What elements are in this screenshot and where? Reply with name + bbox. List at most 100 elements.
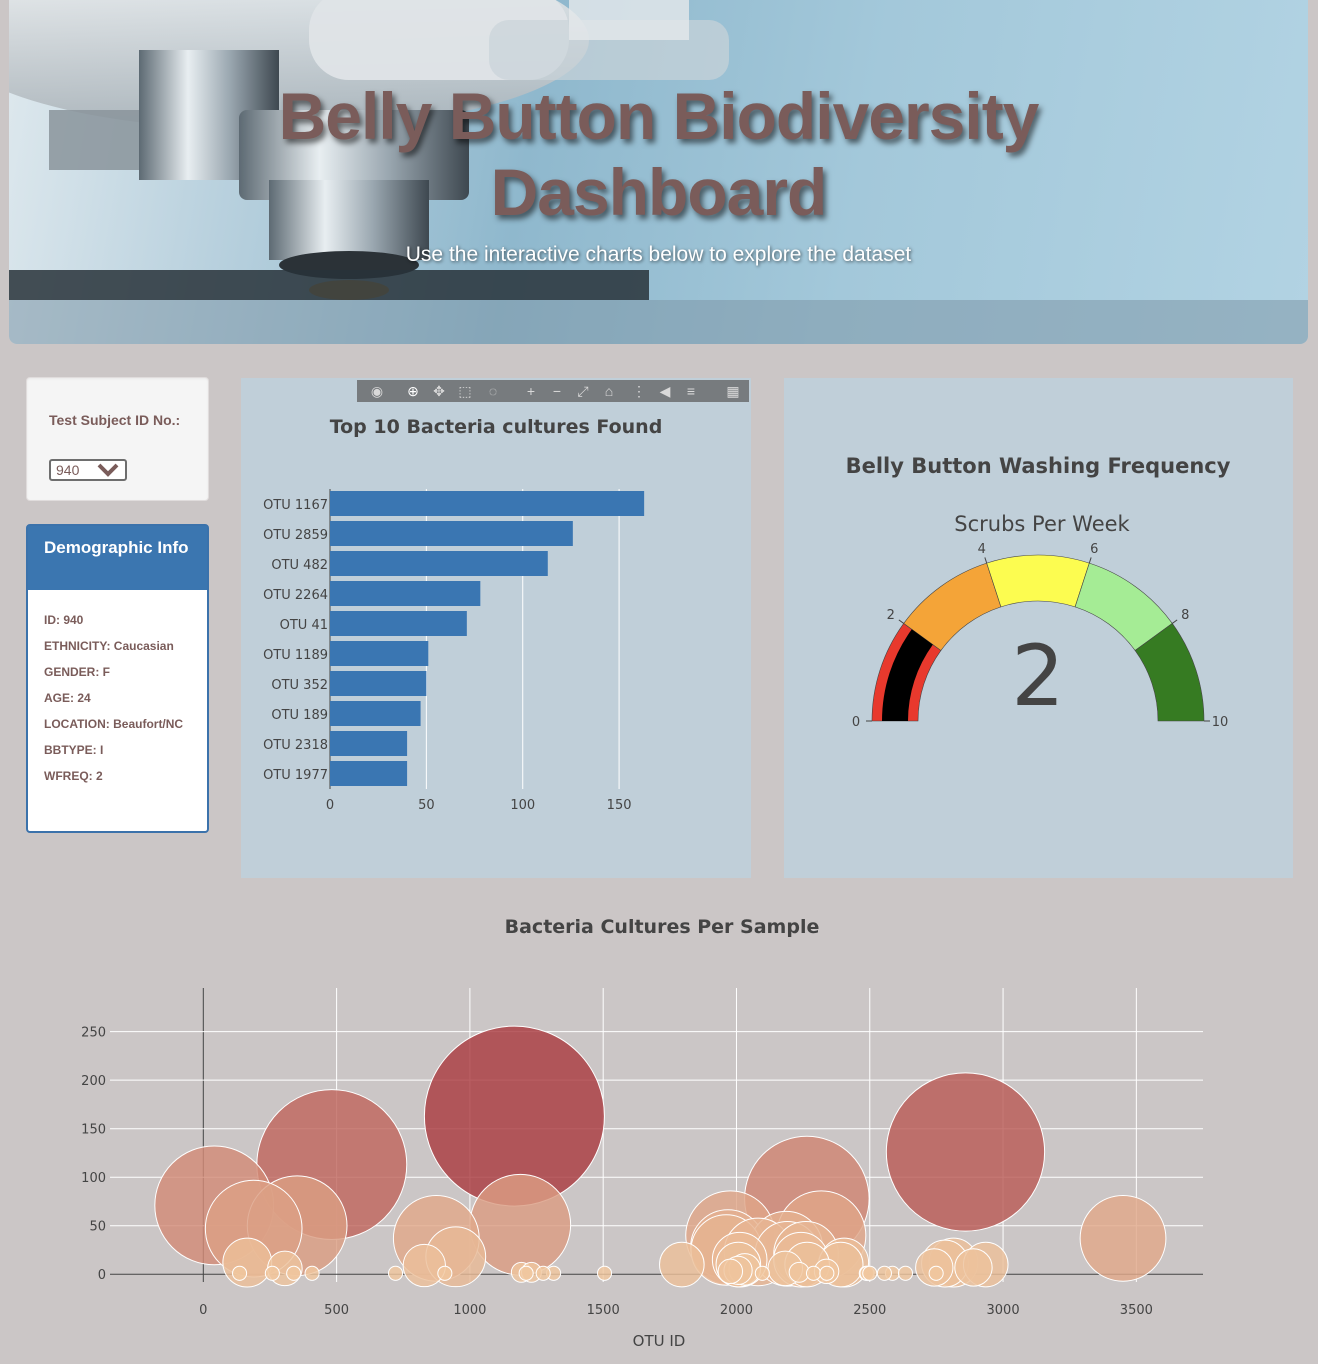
- bar-mark[interactable]: [330, 521, 573, 546]
- bubble-y-tick-label: 0: [98, 1268, 106, 1283]
- chevron-down-icon: [97, 463, 119, 477]
- demographic-item: GENDER: F: [44, 665, 110, 679]
- hover-compare-icon[interactable]: ≡: [686, 383, 696, 399]
- camera-icon[interactable]: ◉: [370, 383, 384, 399]
- bubble-chart-card: Bacteria Cultures Per Sample 0 500 1000 1500…: [0, 900, 1318, 1364]
- gauge-title: Belly Button Washing Frequency: [846, 454, 1231, 478]
- hero-banner: Belly Button Biodiversity Dashboard Use …: [9, 0, 1308, 344]
- bubble-x-tick-label: 500: [324, 1303, 349, 1318]
- bubble-y-tick-label: 150: [81, 1123, 106, 1138]
- bar-mark[interactable]: [330, 581, 481, 606]
- bar-category-label: OTU 1167: [263, 498, 328, 513]
- bar-category-label: OTU 352: [271, 678, 328, 693]
- gauge-chart[interactable]: Belly Button Washing Frequency Scrubs Per…: [784, 378, 1293, 878]
- bubble-point[interactable]: [232, 1265, 248, 1281]
- gauge-tick: [898, 619, 904, 624]
- demographic-item: AGE: 24: [44, 691, 91, 705]
- hover-closest-icon[interactable]: ◀: [659, 383, 671, 399]
- bubble-point[interactable]: [876, 1265, 892, 1281]
- bubble-point[interactable]: [535, 1265, 551, 1281]
- bar-category-label: OTU 2318: [263, 738, 328, 753]
- bar-category-label: OTU 41: [280, 618, 328, 633]
- gauge-subtitle: Scrubs Per Week: [954, 512, 1130, 536]
- bubble-point[interactable]: [754, 1265, 770, 1281]
- bubble-point[interactable]: [897, 1265, 914, 1281]
- gauge-tick-label: 8: [1181, 608, 1189, 623]
- bubble-point[interactable]: [596, 1265, 613, 1281]
- gauge-tick: [1172, 619, 1178, 624]
- gauge-tick: [1088, 557, 1092, 564]
- bubble-point[interactable]: [1079, 1194, 1167, 1282]
- spike-lines-icon[interactable]: ⋮: [632, 383, 646, 399]
- bar-chart[interactable]: Top 10 Bacteria cultures Found 0 50 100 150 O…: [241, 378, 751, 878]
- bar-category-label: OTU 2859: [263, 528, 328, 543]
- bubble-point[interactable]: [805, 1265, 822, 1281]
- demographic-info-panel: Demographic Info ID: 940 ETHNICITY: Cauca…: [26, 524, 209, 833]
- demographic-item: ID: 940: [44, 613, 84, 627]
- bar-category-label: OTU 1977: [263, 768, 328, 783]
- bar-mark[interactable]: [330, 731, 408, 756]
- bubble-y-tick-label: 100: [81, 1171, 106, 1186]
- bubble-x-tick-label: 3500: [1120, 1303, 1153, 1318]
- zoom-icon[interactable]: ⊕: [407, 383, 419, 399]
- bar-category-label: OTU 189: [271, 708, 328, 723]
- bubble-point[interactable]: [819, 1265, 835, 1281]
- bubble-point[interactable]: [286, 1265, 302, 1281]
- bubble-point[interactable]: [518, 1265, 534, 1281]
- bubble-point[interactable]: [885, 1072, 1046, 1232]
- reset-axes-icon[interactable]: ⌂: [604, 383, 614, 399]
- demographic-item: BBTYPE: I: [44, 743, 104, 757]
- plot-modebar: ◉ ⊕ ✥ ⬚ ◌ + − ⤢ ⌂ ⋮ ◀ ≡ ▦: [357, 380, 749, 402]
- bar-category-label: OTU 1189: [263, 648, 328, 663]
- page-title-line2: Dashboard: [490, 155, 828, 229]
- subject-select-panel: Test Subject ID No.: 940: [26, 377, 209, 501]
- bar-category-label: OTU 482: [271, 558, 328, 573]
- bubble-x-tick-label: 0: [199, 1303, 207, 1318]
- page-title: Belly Button Biodiversity Dashboard: [9, 78, 1308, 230]
- bubble-chart-title: Bacteria Cultures Per Sample: [505, 916, 820, 938]
- autoscale-icon[interactable]: ⤢: [577, 383, 589, 399]
- page-subtitle: Use the interactive charts below to expl…: [405, 243, 912, 266]
- bar-mark[interactable]: [330, 551, 548, 576]
- bubble-x-axis-label: OTU ID: [633, 1332, 686, 1350]
- bar-mark[interactable]: [330, 491, 645, 516]
- bubble-point[interactable]: [954, 1248, 993, 1287]
- demographic-info-body: ID: 940 ETHNICITY: Caucasian GENDER: F AGE:…: [28, 590, 207, 783]
- zoom-out-icon[interactable]: −: [552, 383, 562, 399]
- bubble-x-tick-label: 2500: [853, 1303, 886, 1318]
- subject-select-label: Test Subject ID No.:: [49, 412, 181, 428]
- pan-icon[interactable]: ✥: [433, 383, 445, 399]
- bar-x-tick-label: 150: [607, 798, 632, 813]
- lasso-icon[interactable]: ◌: [488, 383, 498, 399]
- bubble-point[interactable]: [928, 1265, 944, 1281]
- bubble-point[interactable]: [222, 1237, 273, 1288]
- bubble-point[interactable]: [402, 1243, 446, 1288]
- subject-id-select[interactable]: 940: [49, 459, 127, 481]
- demographic-info-heading: Demographic Info: [28, 526, 207, 590]
- page-title-line1: Belly Button Biodiversity: [278, 79, 1040, 153]
- bubble-point[interactable]: [717, 1258, 744, 1285]
- box-select-icon[interactable]: ⬚: [458, 383, 472, 399]
- bar-mark[interactable]: [330, 761, 408, 786]
- bar-x-tick-label: 50: [418, 798, 435, 813]
- gauge-chart-card: Belly Button Washing Frequency Scrubs Per…: [784, 378, 1293, 878]
- bar-mark[interactable]: [330, 671, 427, 696]
- bar-category-label: OTU 2264: [263, 588, 328, 603]
- bubble-point[interactable]: [264, 1265, 280, 1281]
- bubble-point[interactable]: [387, 1265, 404, 1281]
- bubble-point[interactable]: [659, 1241, 705, 1288]
- bubble-x-tick-label: 1000: [453, 1303, 486, 1318]
- bar-mark[interactable]: [330, 641, 429, 666]
- zoom-in-icon[interactable]: +: [526, 383, 536, 399]
- bubble-point[interactable]: [437, 1265, 453, 1281]
- bubble-point[interactable]: [304, 1265, 320, 1281]
- gauge-tick-label: 4: [978, 542, 986, 557]
- bubble-point[interactable]: [862, 1265, 878, 1281]
- bar-mark[interactable]: [330, 611, 467, 636]
- bar-mark[interactable]: [330, 701, 421, 726]
- gauge-tick-label: 6: [1090, 542, 1098, 557]
- plotly-logo-icon[interactable]: ▦: [726, 383, 740, 399]
- demographic-item: ETHNICITY: Caucasian: [44, 639, 174, 653]
- bar-chart-title: Top 10 Bacteria cultures Found: [330, 416, 663, 438]
